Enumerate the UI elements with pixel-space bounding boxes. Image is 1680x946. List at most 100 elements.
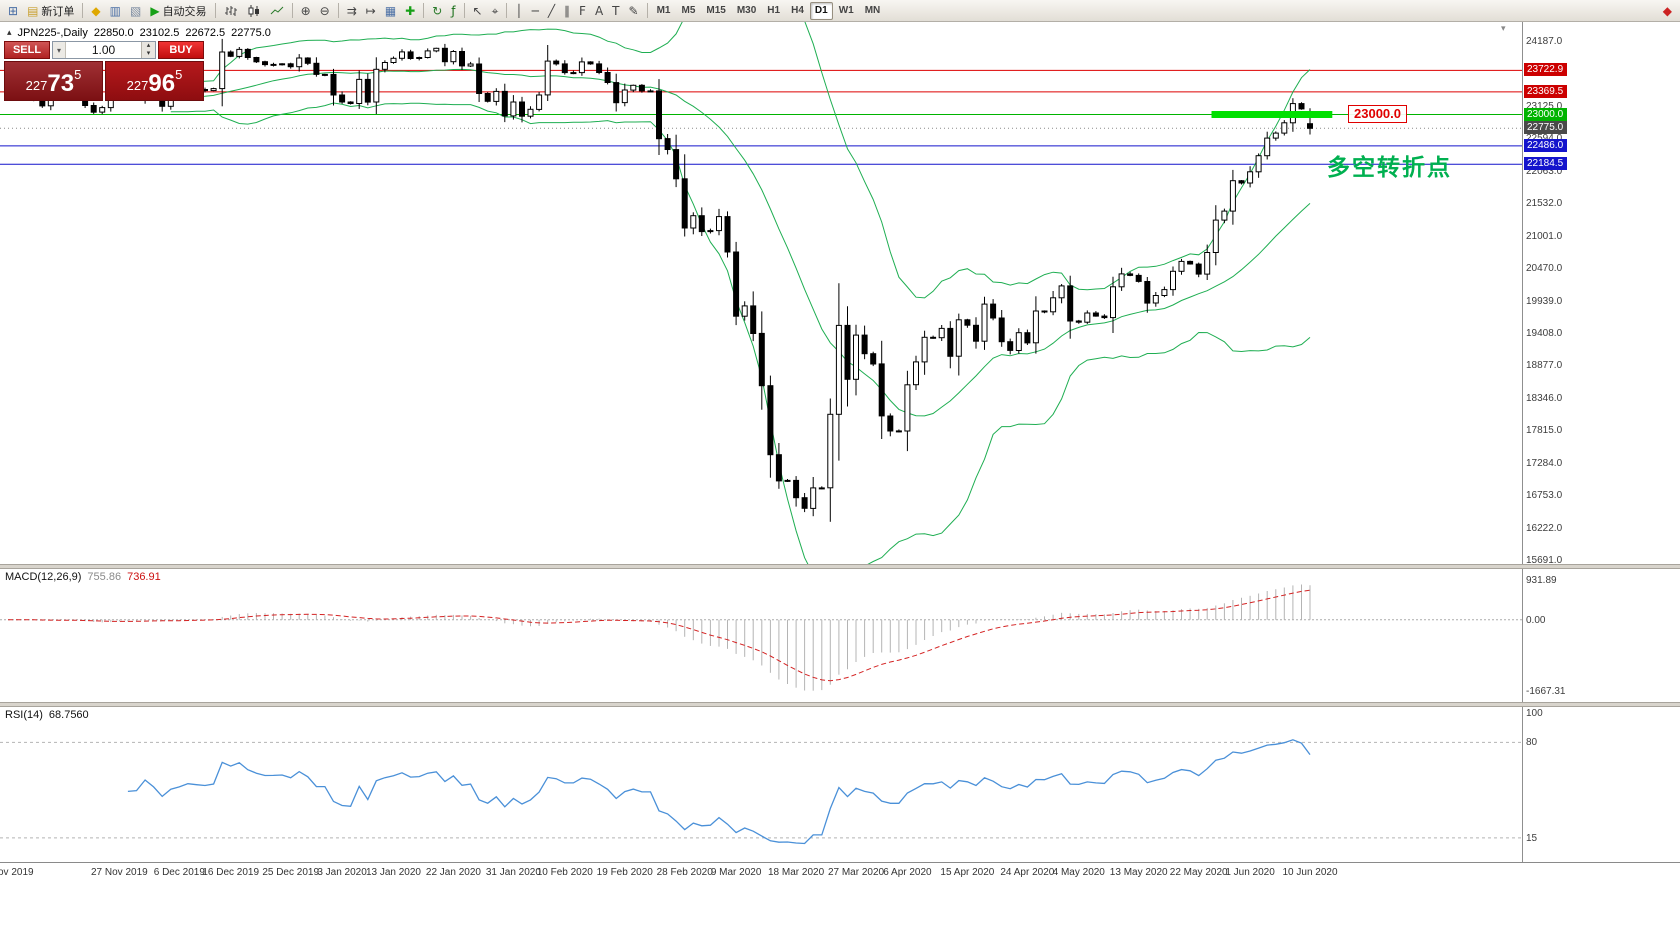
auto-trading-button[interactable]: ▶ 自动交易 [146, 1, 210, 21]
timeframe-h4-button[interactable]: H4 [791, 5, 804, 16]
volume-down-icon[interactable]: ▾ [142, 50, 155, 58]
time-axis-label: 24 Apr 2020 [1000, 867, 1055, 878]
price-axis[interactable]: 24187.023656.023125.022594.022063.021532… [1523, 22, 1679, 862]
zoom-in-button[interactable]: ⊕ [297, 1, 315, 21]
market-watch-button[interactable]: ◆ [87, 1, 104, 21]
bar-chart-icon [224, 5, 237, 16]
sell-button[interactable]: SELL [4, 41, 50, 59]
macd-panel[interactable] [0, 569, 1522, 702]
new-window-icon: ✚ [405, 3, 416, 18]
refresh-button[interactable]: ↻ [428, 1, 446, 21]
price-level-tag[interactable]: 23000.0 [1348, 105, 1407, 123]
data-window-button[interactable]: ▥ [106, 1, 125, 21]
volume-up-icon[interactable]: ▴ [142, 42, 155, 50]
price-chart[interactable] [0, 22, 1522, 564]
rsi-axis-label: 15 [1526, 832, 1538, 844]
macd-label: MACD(12,26,9) 755.86 736.91 [5, 571, 161, 583]
arrows-icon: ✎ [628, 3, 639, 18]
macd-signal-value: 736.91 [127, 571, 161, 583]
macd-signal-line [8, 589, 1311, 682]
trendline-icon: ╱ [547, 3, 556, 18]
time-axis-label: 18 Mar 2020 [767, 867, 825, 878]
time-axis-label: 27 Mar 2020 [827, 867, 885, 878]
timeframe-h1-button[interactable]: H1 [767, 5, 781, 16]
panel-splitter[interactable] [0, 564, 1680, 569]
panel-splitter[interactable] [0, 702, 1680, 707]
tile-windows-button[interactable]: ▦ [381, 1, 400, 21]
crosshair-button[interactable]: ⌖ [488, 1, 503, 21]
indicators-button[interactable]: ƒ [447, 1, 459, 21]
zoom-out-button[interactable]: ⊖ [316, 1, 334, 21]
channel-button[interactable]: ∥ [560, 1, 574, 21]
arrows-button[interactable]: ✎ [625, 1, 643, 21]
volume-control: ▾ ▴ ▾ [52, 41, 156, 59]
new-order-label: 新订单 [41, 4, 75, 18]
price-axis-marker: 23369.5 [1524, 84, 1568, 98]
time-axis-label: 27 Nov 2019 [90, 867, 148, 878]
ohlc-low: 22672.5 [185, 27, 226, 39]
trendline-button[interactable]: ╱ [544, 1, 559, 21]
volume-dropdown-icon[interactable]: ▾ [53, 42, 66, 58]
sell-price[interactable]: 227 73 5 [4, 61, 103, 101]
toolbar-separator [646, 3, 648, 18]
timeframe-m15-button[interactable]: M15 [706, 5, 726, 16]
cursor-button[interactable]: ↖ [469, 1, 487, 21]
time-axis-label: 6 Apr 2020 [883, 867, 932, 878]
volume-input[interactable] [66, 42, 141, 58]
rsi-value: 68.7560 [48, 709, 89, 721]
timeframe-w1-button[interactable]: W1 [838, 5, 854, 16]
line-chart-button[interactable] [266, 1, 288, 21]
timeframe-m30-button[interactable]: M30 [736, 5, 757, 16]
label-icon: T [612, 3, 620, 18]
toolbar-separator [337, 3, 339, 18]
navigator-button[interactable]: ▧ [126, 1, 145, 21]
timeframe-m5-button[interactable]: M5 [681, 5, 696, 16]
new-chart-button[interactable]: ⊞ [4, 1, 22, 21]
new-window-button[interactable]: ✚ [401, 1, 419, 21]
price-axis-label: 15691.0 [1526, 555, 1563, 566]
candlestick-chart-icon [248, 4, 259, 17]
buy-button[interactable]: BUY [158, 41, 204, 59]
bar-chart-button[interactable] [220, 1, 242, 21]
price-axis-marker: 23000.0 [1524, 107, 1568, 121]
rsi-axis-label: 80 [1526, 737, 1538, 749]
price-axis-label: 19939.0 [1526, 295, 1563, 307]
macd-axis-label: 931.89 [1526, 574, 1557, 586]
timeframe-mn-button[interactable]: MN [864, 5, 881, 16]
fibonacci-icon: F [579, 3, 586, 18]
time-axis-label: 16 Dec 2019 [202, 867, 260, 878]
buy-price[interactable]: 227 96 5 [105, 61, 204, 101]
one-click-toggle-icon[interactable]: ▴ [7, 27, 12, 37]
price-axis-label: 18877.0 [1526, 360, 1563, 372]
community-button[interactable]: ◆ [1659, 1, 1676, 21]
auto-scroll-button[interactable]: ⇉ [343, 1, 361, 21]
price-axis-label: 24187.0 [1526, 36, 1563, 47]
fibonacci-button[interactable]: F [575, 1, 590, 21]
text-button[interactable]: A [591, 1, 607, 21]
time-axis-label: 9 Mar 2020 [710, 867, 762, 878]
macd-axis-label: -1667.31 [1526, 686, 1566, 698]
chart-annotation[interactable]: 多空转折点 [1327, 154, 1452, 180]
candles [5, 38, 1313, 522]
macd-name: MACD(12,26,9) [5, 571, 82, 583]
ohlc-high: 23102.5 [139, 27, 180, 39]
toolbar-separator [82, 3, 84, 18]
label-button[interactable]: T [608, 1, 623, 21]
timeframe-m1-button[interactable]: M1 [656, 5, 671, 16]
vertical-line-button[interactable]: │ [511, 1, 526, 21]
chart-shift-marker[interactable]: ▾ [1501, 23, 1506, 33]
text-icon: A [594, 3, 604, 18]
rsi-panel[interactable] [0, 707, 1522, 862]
new-order-button[interactable]: ▤ 新订单 [23, 1, 78, 21]
price-axis-label: 22594.0 [1526, 133, 1562, 144]
chart-shift-button[interactable]: ↦ [362, 1, 380, 21]
rsi-axis-label: 100 [1526, 708, 1543, 719]
line-chart-icon [270, 6, 283, 14]
candlestick-chart-button[interactable] [243, 1, 265, 21]
market-watch-icon: ◆ [91, 3, 101, 18]
timeframe-d1-button[interactable]: D1 [809, 1, 833, 20]
horizontal-line-button[interactable]: ─ [528, 1, 543, 21]
